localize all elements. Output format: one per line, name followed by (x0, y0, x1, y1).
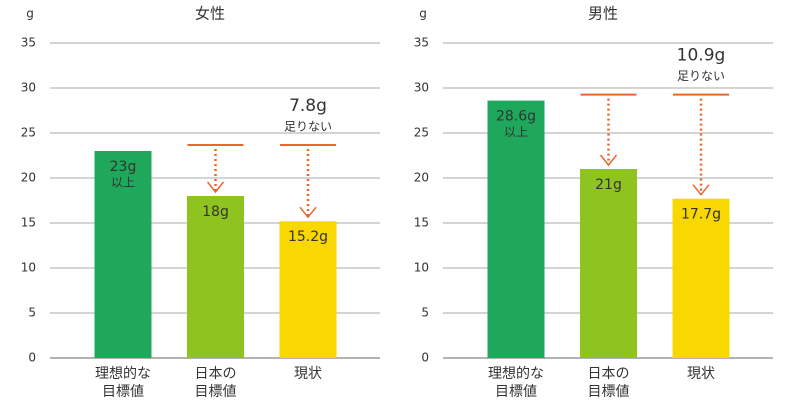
y-tick-label: 20 (21, 171, 36, 185)
x-tick-label: 理想的な目標値 (488, 366, 544, 400)
x-tick-label: 日本の目標値 (588, 366, 630, 400)
bar (94, 151, 152, 358)
bar (279, 221, 337, 358)
x-tick-label: 現状 (294, 366, 322, 382)
shortfall-amount: 7.8g (289, 96, 327, 116)
bar (580, 169, 637, 358)
y-tick-label: 30 (21, 81, 36, 95)
y-tick-label: 25 (414, 126, 429, 140)
bar (487, 100, 545, 358)
arrow-head (206, 181, 225, 194)
y-tick-label: 0 (28, 351, 36, 365)
value-label: 15.2g (288, 229, 328, 245)
value-label: 18g (202, 204, 229, 220)
y-axis-label: g (26, 7, 34, 21)
y-tick-label: 25 (21, 126, 36, 140)
value-note: 以上 (111, 176, 135, 190)
bar (187, 196, 244, 358)
y-tick-label: 15 (414, 216, 429, 230)
y-tick-label: 15 (21, 216, 36, 230)
y-tick-label: 10 (21, 261, 36, 275)
y-tick-label: 0 (421, 351, 429, 365)
y-tick-label: 20 (414, 171, 429, 185)
x-tick-label: 現状 (687, 366, 715, 382)
x-tick-label: 理想的な目標値 (95, 366, 151, 400)
chart-title: 女性 (195, 5, 225, 23)
y-tick-label: 10 (414, 261, 429, 275)
shortfall-amount: 10.9g (677, 46, 726, 66)
arrow-head (299, 206, 317, 219)
y-axis-label: g (419, 7, 427, 21)
shortfall-text: 足りない (284, 120, 332, 134)
y-tick-label: 30 (414, 81, 429, 95)
shortfall-text: 足りない (677, 69, 725, 83)
chart-title: 男性 (588, 5, 618, 23)
y-tick-label: 5 (421, 306, 429, 320)
arrow-head (692, 184, 710, 196)
arrow-head (599, 154, 618, 167)
x-tick-label: 日本の目標値 (195, 366, 237, 400)
value-note: 以上 (504, 125, 528, 139)
value-label: 28.6g (496, 109, 536, 125)
y-tick-label: 35 (21, 36, 36, 50)
bar (672, 198, 730, 358)
value-label: 17.7g (681, 207, 721, 223)
value-label: 21g (595, 177, 622, 193)
y-tick-label: 35 (414, 36, 429, 50)
y-tick-label: 5 (28, 306, 36, 320)
value-label: 23g (110, 159, 137, 175)
